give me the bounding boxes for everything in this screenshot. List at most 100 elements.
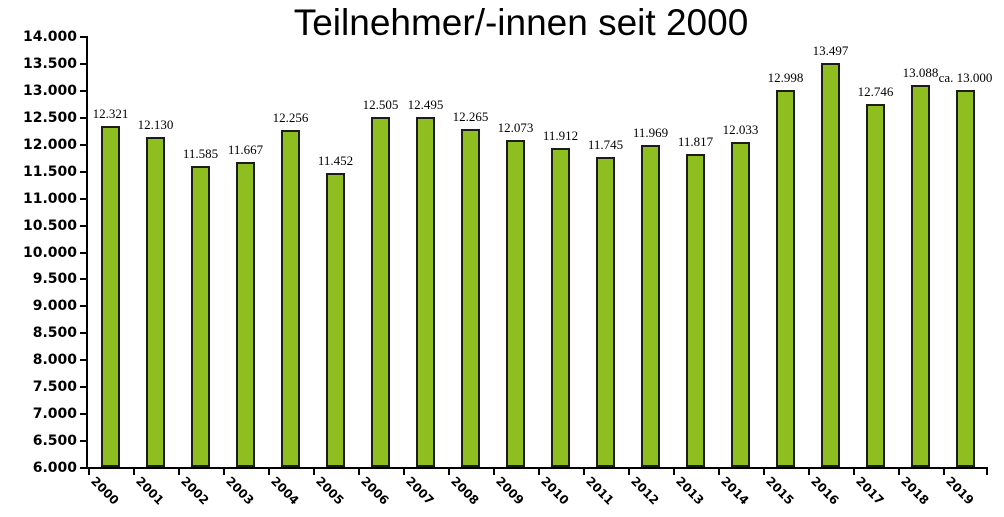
y-axis-tick-label: 12.500: [22, 109, 77, 126]
x-tick: [583, 469, 585, 475]
y-tick: [80, 143, 86, 146]
y-axis-line: [86, 36, 88, 469]
x-axis-tick-label: 2001: [132, 474, 167, 508]
x-axis-tick-label: 2000: [87, 474, 122, 508]
bar: [236, 161, 255, 467]
bar-value-label: 12.321: [92, 106, 129, 122]
bar: [596, 157, 615, 467]
y-tick: [80, 440, 86, 443]
y-tick: [80, 413, 86, 416]
bar: [731, 141, 750, 467]
y-axis-tick-label: 10.000: [22, 244, 77, 261]
y-tick: [80, 89, 86, 92]
x-axis-tick-label: 2014: [717, 474, 752, 508]
bar: [326, 173, 345, 467]
y-axis-tick-label: 7.500: [32, 379, 77, 396]
x-axis-tick-label: 2007: [402, 474, 437, 508]
y-axis-tick-label: 9.000: [32, 298, 77, 315]
x-axis-tick-label: 2008: [447, 474, 482, 508]
x-tick: [763, 469, 765, 475]
bar-value-label: 12.073: [497, 119, 534, 135]
x-tick: [448, 469, 450, 475]
y-tick: [80, 278, 86, 281]
bar-value-label: 11.912: [542, 128, 579, 144]
bar-value-label: 11.817: [677, 133, 714, 149]
y-axis-tick-label: 10.500: [22, 217, 77, 234]
bar-value-label: 11.585: [182, 146, 219, 162]
y-tick: [80, 359, 86, 362]
x-tick: [943, 469, 945, 475]
x-tick: [538, 469, 540, 475]
x-axis-tick-label: 2012: [627, 474, 662, 508]
bar: [101, 126, 120, 467]
x-axis-tick-label: 2004: [267, 474, 302, 508]
bar-value-label: 11.969: [632, 125, 669, 141]
y-tick: [80, 305, 86, 308]
x-axis-tick-label: 2015: [762, 474, 797, 508]
y-axis-tick-label: 13.500: [22, 55, 77, 72]
x-axis-tick-label: 2013: [672, 474, 707, 508]
bar: [866, 103, 885, 467]
x-axis-tick-label: 2017: [852, 474, 887, 508]
bar: [956, 89, 975, 467]
y-tick: [80, 170, 86, 173]
x-tick: [808, 469, 810, 475]
x-tick: [268, 469, 270, 475]
y-axis-tick-label: 11.500: [22, 163, 77, 180]
bar-value-label: 12.505: [362, 96, 399, 112]
bar-value-label: 12.256: [272, 109, 309, 125]
x-tick: [133, 469, 135, 475]
x-axis-tick-label: 2005: [312, 474, 347, 508]
bar: [551, 148, 570, 467]
y-axis-tick-label: 12.000: [22, 136, 77, 153]
y-tick: [80, 386, 86, 389]
bar: [641, 145, 660, 467]
x-axis-tick-label: 2002: [177, 474, 212, 508]
x-axis-tick-label: 2019: [942, 474, 977, 508]
x-axis-tick-label: 2018: [897, 474, 932, 508]
x-tick: [673, 469, 675, 475]
x-tick: [986, 469, 988, 475]
bar: [191, 166, 210, 467]
x-axis-tick-label: 2010: [537, 474, 572, 508]
bar-value-label: 12.495: [407, 97, 444, 113]
x-axis-tick-label: 2016: [807, 474, 842, 508]
bar-value-label: 12.130: [137, 116, 174, 132]
x-tick: [718, 469, 720, 475]
y-axis-tick-label: 14.000: [22, 29, 77, 45]
y-tick: [80, 332, 86, 335]
bar: [281, 129, 300, 467]
x-tick: [223, 469, 225, 475]
x-tick: [178, 469, 180, 475]
y-tick: [80, 36, 86, 38]
x-tick: [313, 469, 315, 475]
bar-value-label: 11.745: [587, 137, 624, 153]
x-axis-tick-label: 2006: [357, 474, 392, 508]
x-tick: [403, 469, 405, 475]
chart-title: Teilnehmer/-innen seit 2000: [293, 2, 749, 43]
bar: [371, 116, 390, 467]
y-tick: [80, 224, 86, 227]
bar-value-label: 12.033: [722, 121, 759, 137]
bar: [686, 153, 705, 467]
x-tick: [898, 469, 900, 475]
bar-value-label: 12.998: [767, 69, 804, 85]
y-axis-tick-label: 6.500: [32, 433, 77, 450]
bar: [911, 85, 930, 467]
bar-value-label: ca. 13.000: [938, 69, 993, 85]
bar: [506, 139, 525, 467]
bar: [461, 129, 480, 467]
x-tick: [358, 469, 360, 475]
y-axis-tick-label: 6.000: [32, 460, 77, 476]
x-tick: [853, 469, 855, 475]
y-tick: [80, 197, 86, 200]
y-axis-tick-label: 9.500: [32, 271, 77, 288]
x-axis-tick-label: 2003: [222, 474, 257, 508]
y-axis-tick-label: 8.000: [32, 352, 77, 369]
x-axis-tick-label: 2011: [582, 474, 617, 508]
y-tick: [80, 467, 86, 469]
x-axis-tick-label: 2009: [492, 474, 527, 508]
y-axis-tick-label: 11.000: [22, 190, 77, 207]
y-tick: [80, 251, 86, 254]
